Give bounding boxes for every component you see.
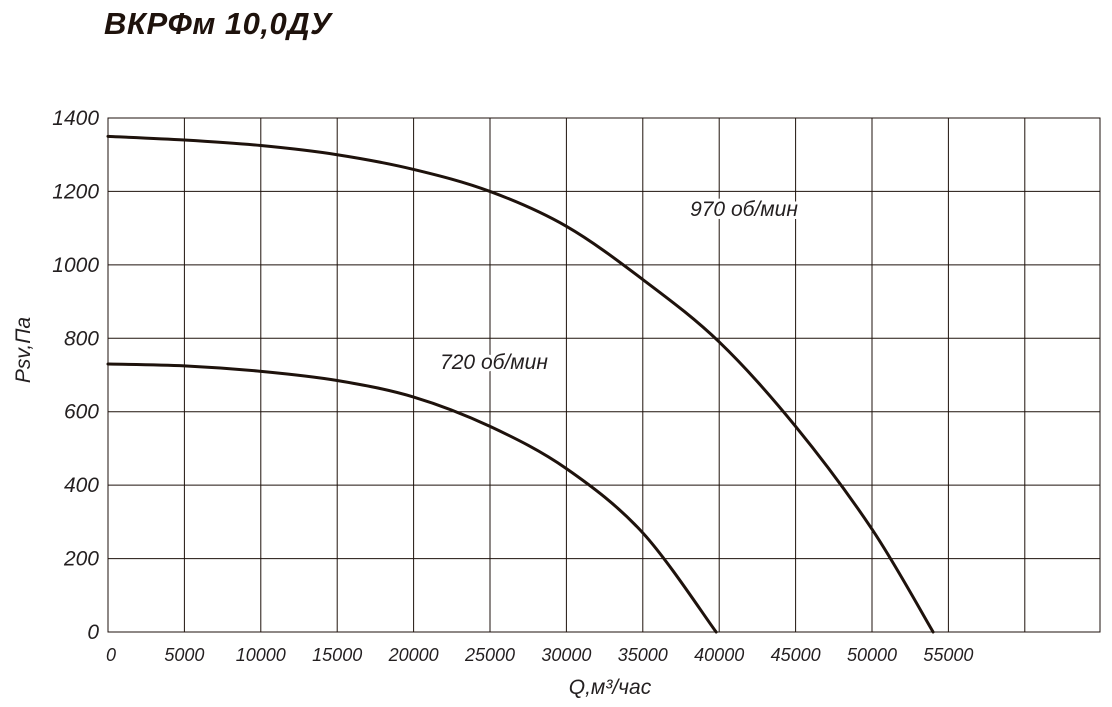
- series-label-720: 720 об/мин: [440, 351, 548, 374]
- chart-title: ВКРФм 10,0ДУ: [104, 6, 332, 41]
- series-label-970: 970 об/мин: [690, 198, 798, 221]
- x-tick-labels: 0 5000 10000 15000 20000 25000 30000 35000 40000…: [106, 645, 973, 665]
- x-tick-label: 35000: [618, 645, 668, 665]
- y-tick-label: 600: [64, 401, 99, 424]
- x-tick-label: 5000: [164, 645, 204, 665]
- y-tick-label: 1200: [52, 180, 99, 203]
- y-tick-label: 200: [63, 548, 99, 571]
- y-tick-label: 400: [64, 474, 99, 497]
- grid: [108, 118, 1100, 632]
- plot-frame: [107, 117, 1101, 633]
- x-tick-label: 15000: [312, 645, 362, 665]
- series-lines: [106, 134, 935, 634]
- x-tick-label: 20000: [388, 645, 439, 665]
- y-tick-label: 1000: [52, 254, 99, 277]
- series-line-1: [106, 362, 718, 634]
- y-tick-label: 800: [64, 327, 99, 350]
- x-tick-label: 50000: [847, 645, 897, 665]
- x-tick-label: 40000: [694, 645, 744, 665]
- x-tick-label: 25000: [464, 645, 515, 665]
- x-tick-label: 55000: [923, 645, 973, 665]
- x-tick-label: 30000: [541, 645, 591, 665]
- x-tick-label: 45000: [771, 645, 821, 665]
- y-tick-label: 0: [87, 621, 99, 644]
- y-tick-label: 1400: [52, 107, 99, 130]
- y-tick-labels: 0 200 400 600 800 1000 1200 1400: [52, 107, 99, 644]
- series-line-0: [106, 134, 935, 634]
- x-tick-label: 10000: [236, 645, 286, 665]
- x-tick-label: 0: [106, 645, 116, 665]
- y-axis-label: Psv,Па: [12, 317, 35, 383]
- x-axis-label: Q,м³/час: [569, 676, 652, 699]
